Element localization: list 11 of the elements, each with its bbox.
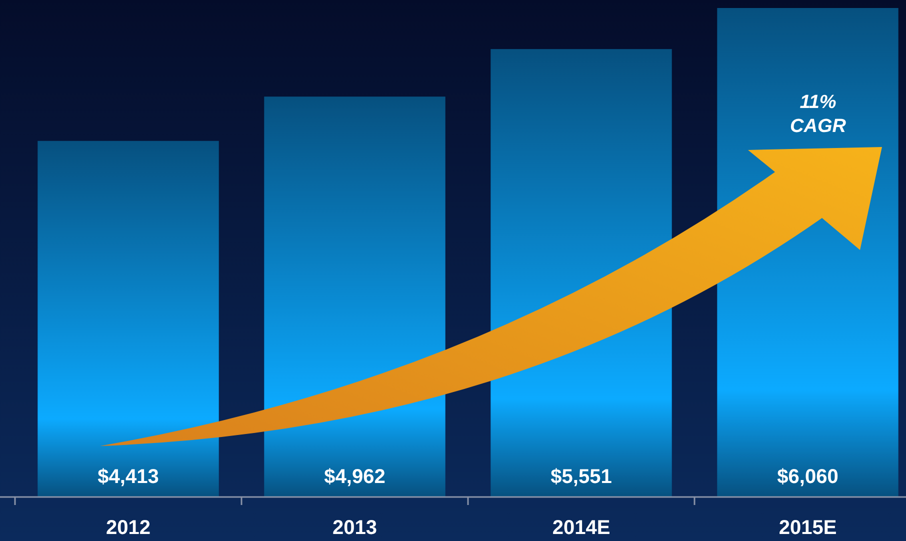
x-tick-label: 2012 xyxy=(106,517,150,539)
x-tick-label: 2013 xyxy=(332,517,377,539)
bar xyxy=(264,96,446,497)
data-label: $4,413 xyxy=(98,466,159,488)
data-label: $5,551 xyxy=(550,466,612,488)
x-tick-label: 2015E xyxy=(778,517,837,539)
data-label: $6,060 xyxy=(777,466,838,488)
x-tick-label: 2014E xyxy=(552,517,610,539)
bar xyxy=(38,140,219,497)
data-label: $4,962 xyxy=(324,466,386,488)
annotation: 11% CAGR xyxy=(790,92,846,137)
